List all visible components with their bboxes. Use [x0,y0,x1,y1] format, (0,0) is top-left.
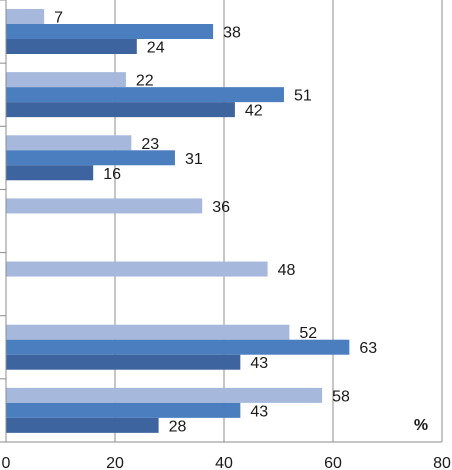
data-label-g6-s2: 63 [359,340,377,357]
data-label-g7-s3: 28 [169,418,187,435]
bar-g3-s1 [6,135,132,151]
x-axis-tick-labels: 0 20 40 60 80 [2,455,451,470]
data-label-g1-s1: 7 [54,10,63,27]
bar-g4-s1 [6,198,203,214]
data-label-g1-s2: 38 [223,25,241,42]
y-axis-ticks [0,0,6,443]
data-label-g6-s1: 52 [299,325,317,342]
data-label-g5-s1: 48 [278,262,296,279]
bar-g1-s1 [6,9,45,24]
bars [6,9,350,433]
bar-g7-s1 [6,387,323,403]
bar-g1-s2 [6,24,214,39]
bar-g3-s3 [6,165,94,181]
bar-g1-s3 [6,39,137,54]
data-label-g2-s3: 42 [245,103,263,120]
bar-g2-s1 [6,72,126,88]
data-label-g3-s3: 16 [103,166,121,183]
bar-g2-s2 [6,87,284,103]
data-label-g7-s2: 43 [250,403,268,420]
x-tick-label-0: 0 [2,455,11,470]
x-tick-label-60: 60 [324,455,342,470]
gridlines [114,0,443,442]
x-tick-label-20: 20 [106,455,124,470]
bar-g2-s3 [6,102,235,118]
data-label-g3-s2: 31 [185,151,203,168]
bar-g3-s2 [6,150,175,166]
bar-g7-s3 [6,417,159,433]
bar-g5-s1 [6,261,268,277]
data-label-g1-s3: 24 [147,40,165,57]
data-label-g3-s1: 23 [141,136,159,153]
bar-g6-s3 [6,354,241,370]
data-label-g2-s1: 22 [136,73,154,90]
unit-label: % [414,417,428,434]
bar-g6-s2 [6,339,350,355]
bar-g6-s1 [6,324,290,340]
bar-g7-s2 [6,402,241,418]
data-label-g7-s1: 58 [332,388,350,405]
data-label-g6-s3: 43 [250,355,268,372]
data-labels: 7 38 24 22 51 42 23 31 16 36 48 52 63 43 58 43 28 [54,10,377,436]
x-tick-label-40: 40 [215,455,233,470]
axes [5,0,442,443]
data-label-g2-s2: 51 [294,88,312,105]
data-label-g4-s1: 36 [212,199,230,216]
x-tick-label-80: 80 [433,455,451,470]
